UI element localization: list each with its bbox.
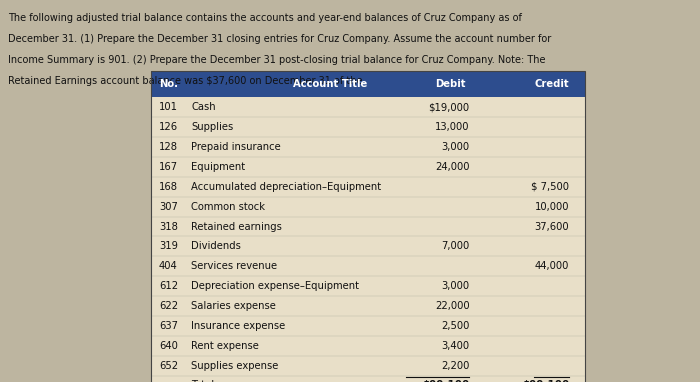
Text: Accumulated depreciation–Equipment: Accumulated depreciation–Equipment [191, 182, 382, 192]
Text: 3,400: 3,400 [442, 341, 470, 351]
Text: 2,500: 2,500 [441, 321, 470, 331]
Text: Retained earnings: Retained earnings [191, 222, 282, 231]
Text: 7,000: 7,000 [441, 241, 470, 251]
Text: 652: 652 [159, 361, 178, 371]
Text: 44,000: 44,000 [535, 261, 569, 271]
Text: December 31. (1) Prepare the December 31 closing entries for Cruz Company. Assum: December 31. (1) Prepare the December 31… [8, 34, 552, 44]
Text: The following adjusted trial balance contains the accounts and year-end balances: The following adjusted trial balance con… [8, 13, 522, 23]
Text: Credit: Credit [535, 79, 569, 89]
Text: Debit: Debit [435, 79, 466, 89]
Text: 24,000: 24,000 [435, 162, 470, 172]
Text: 404: 404 [159, 261, 178, 271]
Text: Prepaid insurance: Prepaid insurance [191, 142, 281, 152]
Text: $99,100: $99,100 [522, 380, 569, 382]
Text: $99,100: $99,100 [422, 380, 470, 382]
Text: Supplies expense: Supplies expense [191, 361, 279, 371]
Text: $ 7,500: $ 7,500 [531, 182, 569, 192]
Text: 637: 637 [159, 321, 178, 331]
Text: Insurance expense: Insurance expense [191, 321, 286, 331]
Text: 167: 167 [159, 162, 178, 172]
Text: 37,600: 37,600 [535, 222, 569, 231]
Text: Supplies: Supplies [191, 122, 233, 132]
Text: Depreciation expense–Equipment: Depreciation expense–Equipment [191, 281, 359, 291]
Text: Account Title: Account Title [293, 79, 368, 89]
Bar [150, 71, 584, 97]
Text: 307: 307 [159, 202, 178, 212]
Text: 3,000: 3,000 [442, 281, 470, 291]
Text: 612: 612 [159, 281, 178, 291]
Bar [150, 71, 584, 382]
Text: No.: No. [159, 79, 178, 89]
Text: 13,000: 13,000 [435, 122, 470, 132]
Text: 128: 128 [159, 142, 178, 152]
Text: 319: 319 [159, 241, 178, 251]
Text: $19,000: $19,000 [428, 102, 470, 112]
Text: Services revenue: Services revenue [191, 261, 277, 271]
Text: Dividends: Dividends [191, 241, 241, 251]
Text: Salaries expense: Salaries expense [191, 301, 276, 311]
Text: 622: 622 [159, 301, 178, 311]
Text: 168: 168 [159, 182, 178, 192]
Bar [150, 97, 584, 382]
Text: 640: 640 [159, 341, 178, 351]
Text: 126: 126 [159, 122, 178, 132]
Text: 22,000: 22,000 [435, 301, 470, 311]
Text: Rent expense: Rent expense [191, 341, 259, 351]
Text: Cash: Cash [191, 102, 216, 112]
Text: Equipment: Equipment [191, 162, 245, 172]
Text: 318: 318 [159, 222, 178, 231]
Text: Common stock: Common stock [191, 202, 265, 212]
Text: 10,000: 10,000 [535, 202, 569, 212]
Text: Income Summary is 901. (2) Prepare the December 31 post-closing trial balance fo: Income Summary is 901. (2) Prepare the D… [8, 55, 546, 65]
Text: 101: 101 [159, 102, 178, 112]
Text: Retained Earnings account balance was $37,600 on December 31 of the: Retained Earnings account balance was $3… [8, 76, 366, 86]
Text: Totals: Totals [191, 380, 220, 382]
Text: 3,000: 3,000 [442, 142, 470, 152]
Text: 2,200: 2,200 [441, 361, 470, 371]
